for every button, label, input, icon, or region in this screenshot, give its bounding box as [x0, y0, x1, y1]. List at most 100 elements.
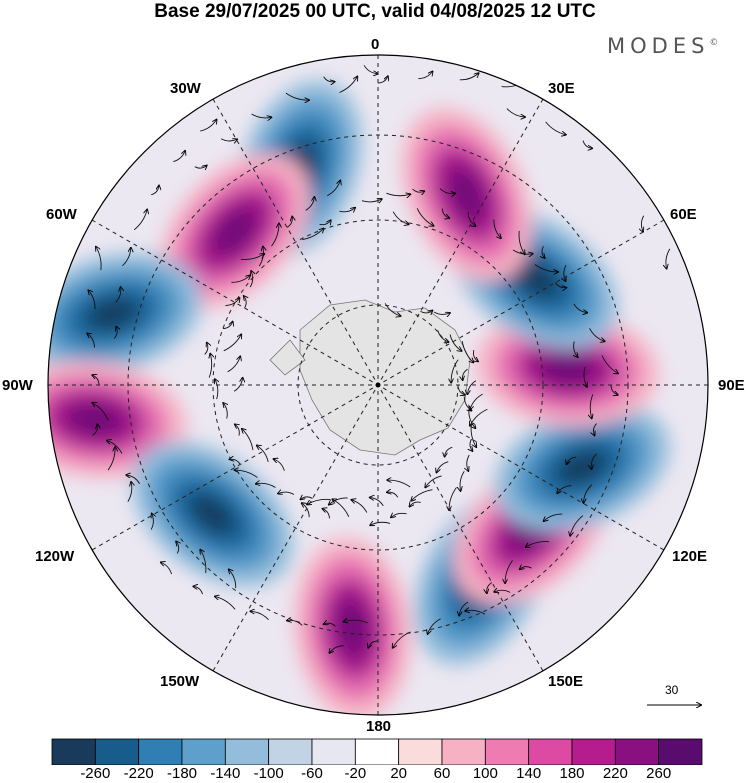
- streamline-arrow: [391, 513, 407, 517]
- streamline-arrow: [582, 140, 592, 149]
- streamline-arrow: [200, 120, 216, 132]
- streamline-arrow: [589, 328, 605, 341]
- colorbar-segment: [658, 738, 703, 765]
- south-pole-marker: [375, 382, 381, 388]
- colorbar-tick-label: 100: [472, 765, 498, 782]
- streamline-arrow: [368, 640, 379, 648]
- streamline-arrow: [107, 447, 115, 471]
- streamline-arrow: [244, 296, 246, 309]
- streamline-arrow: [223, 403, 227, 419]
- streamline-arrow: [545, 121, 566, 135]
- streamline-arrow: [377, 76, 388, 84]
- streamline-arrow: [329, 497, 348, 505]
- streamline-arrow: [249, 271, 252, 288]
- streamline-arrow: [505, 560, 513, 583]
- streamline-arrow: [467, 212, 476, 226]
- streamline-arrow: [161, 562, 172, 575]
- streamline-arrow: [470, 408, 488, 425]
- streamline-arrow: [322, 509, 330, 519]
- streamline-arrow: [412, 188, 425, 192]
- streamline-arrow: [451, 359, 459, 383]
- streamline-arrow: [305, 197, 315, 211]
- colorbar-tick-label: -140: [210, 765, 241, 782]
- lon-label-60e: 60E: [670, 206, 697, 223]
- streamline-arrow: [555, 282, 567, 288]
- streamline-arrow: [573, 303, 587, 313]
- colorbar-segment: [571, 738, 616, 765]
- colorbar-tick-label: -220: [123, 765, 154, 782]
- streamline-arrow: [387, 480, 411, 488]
- streamline-arrow: [445, 446, 453, 456]
- streamline-arrow: [235, 424, 239, 436]
- streamline-arrow: [544, 513, 563, 521]
- streamline-arrow: [151, 514, 153, 530]
- streamline-arrow: [122, 248, 130, 267]
- streamline-arrow: [231, 275, 250, 283]
- streamline-arrow: [215, 379, 218, 400]
- colorbar-tick-label: 20: [390, 765, 407, 782]
- streamline-arrow: [409, 502, 421, 506]
- streamline-arrow: [583, 484, 593, 503]
- colorbar-tick-label: -60: [301, 765, 323, 782]
- lon-label-90w: 90W: [2, 377, 33, 394]
- streamline-arrow: [235, 470, 258, 478]
- streamline-arrow: [87, 333, 95, 348]
- streamline-arrow: [250, 611, 269, 621]
- streamline-arrow: [493, 219, 501, 239]
- colorbar-tick-label: 220: [602, 765, 628, 782]
- colorbar-tick-label: -20: [344, 765, 367, 782]
- lon-label-0: 0: [371, 36, 380, 53]
- streamline-arrow: [92, 424, 97, 436]
- streamline-arrow: [251, 113, 272, 118]
- streamline-arrow: [220, 139, 237, 141]
- streamline-arrow: [459, 601, 469, 615]
- streamline-arrow: [425, 475, 442, 487]
- colorbar-tick-label: -100: [253, 765, 284, 782]
- streamline-arrow: [487, 582, 493, 593]
- colorbar-tick-label: 60: [433, 765, 451, 782]
- antarctica: [269, 299, 471, 456]
- streamline-arrow: [285, 92, 309, 100]
- streamline-arrow: [520, 567, 532, 570]
- streamline-arrow: [449, 334, 461, 351]
- streamline-arrow: [666, 248, 671, 269]
- streamline-arrow: [506, 108, 525, 117]
- streamline-arrow: [127, 482, 132, 502]
- colorbar-segment: [311, 738, 356, 765]
- streamline-arrow: [534, 264, 558, 271]
- lon-label-150w: 150W: [160, 673, 200, 690]
- streamline-arrow: [229, 569, 237, 589]
- lon-label-150e: 150E: [548, 673, 584, 690]
- streamline-arrow: [518, 230, 525, 254]
- streamline-arrow: [361, 199, 382, 202]
- streamline-arrow: [256, 483, 276, 488]
- streamline-arrow: [418, 71, 432, 80]
- streamline-arrow: [641, 215, 643, 232]
- colorbar-tick-label: 180: [559, 765, 585, 782]
- streamline-arrow: [420, 310, 433, 312]
- streamline-arrow: [227, 356, 241, 373]
- streamline-arrow: [324, 623, 336, 627]
- colorbar-segment: [528, 738, 573, 765]
- colorbar-segment: [614, 738, 660, 765]
- streamline-arrow: [151, 186, 159, 196]
- streamline-arrow: [461, 341, 473, 362]
- lon-label-120w: 120W: [35, 548, 75, 565]
- streamline-arrow: [92, 403, 109, 421]
- anomaly-positive-0: [293, 536, 411, 715]
- anomaly-positive-90E: [475, 310, 660, 427]
- streamline-arrow: [301, 497, 313, 499]
- streamline-arrow: [323, 76, 335, 82]
- lon-label-60w: 60W: [46, 206, 77, 223]
- streamline-arrow: [209, 354, 212, 378]
- streamline-arrow: [329, 645, 344, 653]
- streamline-arrow: [287, 620, 303, 626]
- streamline-arrow: [327, 180, 340, 197]
- streamline-arrow: [459, 73, 479, 81]
- streamline-arrow: [307, 498, 331, 504]
- streamline-arrow: [193, 586, 203, 595]
- map-border: [47, 54, 709, 716]
- modes-logo: MODES©: [607, 34, 718, 58]
- streamline-arrow: [271, 223, 278, 247]
